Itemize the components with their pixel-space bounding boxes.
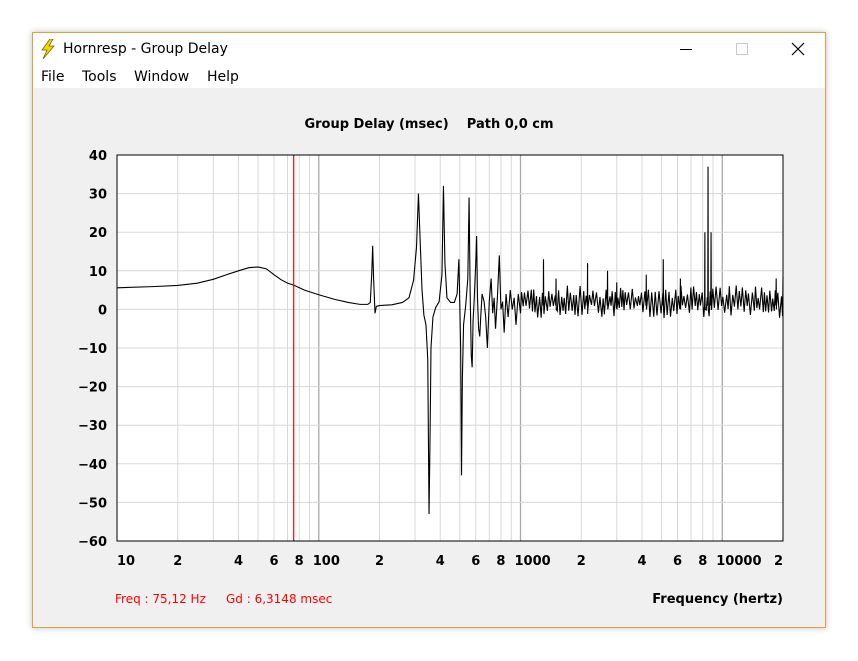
chart-title: Group Delay (msec) Path 0,0 cm [304, 117, 554, 132]
x-tick-label: 2 [577, 554, 586, 569]
plot-frame [116, 154, 784, 542]
x-tick-label: 1000 [515, 554, 551, 569]
x-tick-label: 2 [375, 554, 384, 569]
chart-area: Group Delay (msec) Path 0,0 cm 40 30 20 10 0… [33, 88, 825, 627]
x-tick-label: 6 [673, 554, 682, 569]
y-tick-label: −30 [78, 419, 107, 434]
y-tick-label: 10 [89, 265, 107, 280]
menu-bar: File Tools Window Help [33, 64, 825, 88]
close-button[interactable] [775, 33, 821, 64]
minimize-button[interactable] [663, 33, 709, 64]
maximize-button[interactable] [719, 33, 765, 64]
title-bar[interactable]: Hornresp - Group Delay [33, 33, 825, 64]
x-tick-label: 2 [774, 554, 783, 569]
y-tick-labels: 40 30 20 10 0 −10 −20 −30 −40 −50 −60 [78, 149, 107, 550]
menu-file[interactable]: File [41, 69, 65, 85]
group-delay-trace [116, 166, 784, 514]
y-tick-label: −40 [78, 458, 107, 473]
lightning-icon [41, 39, 55, 59]
app-window: Hornresp - Group Delay File Tools Window… [32, 32, 826, 628]
y-tick-label: −10 [78, 342, 107, 357]
x-tick-labels: 10 2 4 6 8 100 2 4 6 8 1000 2 4 6 8 10000 2 [117, 554, 783, 569]
x-tick-label: 8 [295, 554, 304, 569]
y-tick-label: −50 [78, 496, 107, 511]
maximize-icon [736, 43, 748, 55]
y-tick-label: −60 [78, 535, 107, 550]
close-icon [791, 42, 805, 56]
x-tick-label: 8 [496, 554, 505, 569]
x-tick-label: 10 [117, 554, 135, 569]
menu-window[interactable]: Window [134, 69, 190, 85]
y-tick-label: 0 [98, 303, 107, 318]
y-tick-label: −20 [78, 381, 107, 396]
x-tick-label: 10000 [716, 554, 761, 569]
window-title: Hornresp - Group Delay [63, 41, 228, 57]
menu-tools[interactable]: Tools [82, 69, 117, 85]
y-tick-label: 30 [89, 188, 107, 203]
menu-help[interactable]: Help [207, 69, 239, 85]
group-delay-readout: Gd : 6,3148 msec [226, 592, 333, 606]
x-tick-label: 6 [471, 554, 480, 569]
y-tick-label: 40 [89, 149, 107, 164]
frequency-readout: Freq : 75,12 Hz [115, 592, 206, 606]
trace-layer [116, 166, 784, 514]
x-tick-label: 4 [234, 554, 243, 569]
x-tick-label: 2 [173, 554, 182, 569]
x-axis-label: Frequency (hertz) [652, 592, 783, 607]
x-tick-label: 8 [698, 554, 707, 569]
grid-lines [117, 155, 783, 541]
x-tick-label: 100 [313, 554, 340, 569]
x-tick-label: 4 [436, 554, 445, 569]
y-tick-label: 20 [89, 226, 107, 241]
minimize-icon [680, 49, 692, 50]
x-tick-label: 4 [637, 554, 646, 569]
x-tick-label: 6 [269, 554, 278, 569]
